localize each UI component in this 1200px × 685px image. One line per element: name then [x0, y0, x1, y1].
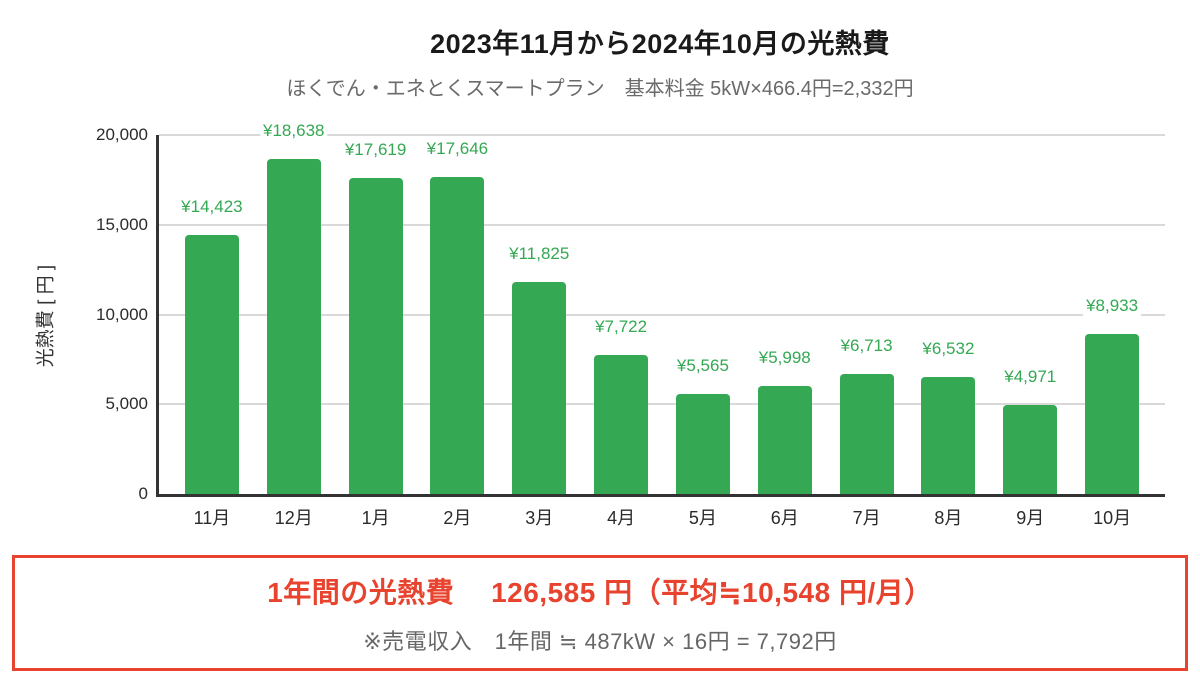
y-tick-label: 0 [138, 484, 148, 503]
x-tick-label: 9月 [1016, 508, 1045, 528]
x-tick-label: 12月 [274, 508, 313, 528]
bar [757, 386, 812, 494]
plot-area: ¥14,423 ¥18,638 ¥17,619 ¥17,646 ¥11,825 ¥7,72… [156, 120, 1165, 497]
y-tick-label: 5,000 [105, 394, 148, 414]
gridline [159, 403, 1165, 406]
bar-value-label: ¥18,638 [260, 120, 328, 142]
bar-value-label: ¥17,646 [423, 138, 492, 160]
bar-value-label: ¥14,423 [178, 196, 246, 218]
bar [512, 281, 567, 494]
x-tick-label: 6月 [770, 508, 799, 528]
x-tick-label: 10月 [1093, 508, 1132, 528]
gridline [159, 313, 1165, 316]
resale-income-note: ※売電収入 1年間 ≒ 487kW × 16円 = 7,792円 [363, 628, 837, 654]
annual-total-text: 1年間の光熱費 126,585 円（平均≒10,548 円/月） [267, 576, 933, 608]
x-tick-label: 3月 [525, 508, 554, 528]
bar-value-label: ¥4,971 [1001, 365, 1060, 387]
y-axis-ticks: 0 5,000 10,000 15,000 20,000 [0, 125, 148, 503]
bar-value-label: ¥6,532 [919, 337, 978, 359]
bar [348, 177, 403, 494]
x-tick-label: 11月 [193, 508, 231, 528]
bar [675, 394, 730, 494]
annual-summary-box: 1年間の光熱費 126,585 円（平均≒10,548 円/月） ※売電収入 1… [12, 555, 1188, 671]
bar-value-label: ¥5,565 [673, 355, 732, 377]
bar [184, 235, 239, 494]
bar [594, 355, 649, 494]
gridline [159, 134, 1165, 136]
bar-value-label: ¥8,933 [1083, 294, 1142, 316]
bar-value-label: ¥7,722 [592, 316, 651, 338]
x-tick-label: 5月 [688, 508, 717, 528]
bar-value-label: ¥5,998 [755, 347, 814, 369]
gridline [159, 223, 1165, 226]
bar-value-label: ¥17,619 [341, 138, 410, 160]
y-tick-label: 10,000 [96, 304, 148, 324]
bar [1003, 404, 1058, 494]
bar [839, 373, 894, 494]
y-tick-label: 15,000 [96, 214, 148, 234]
x-tick-label: 4月 [607, 508, 636, 528]
bar [1085, 333, 1140, 494]
x-tick-label: 1月 [361, 508, 390, 528]
bar [266, 159, 321, 494]
chart-subtitle: ほくでん・エネとくスマートプラン 基本料金 5kW×466.4円=2,332円 [286, 78, 914, 100]
chart-title: 2023年11月から2024年10月の光熱費 [430, 29, 890, 59]
y-tick-label: 20,000 [96, 125, 148, 144]
bar-value-label: ¥11,825 [506, 242, 573, 264]
bar [430, 177, 485, 494]
bar-value-label: ¥6,713 [837, 334, 896, 356]
x-tick-label: 8月 [934, 508, 963, 528]
x-tick-label: 7月 [852, 508, 881, 528]
x-tick-label: 2月 [443, 508, 472, 528]
bar [921, 376, 976, 494]
x-axis-labels: 11月 12月 1月 2月 3月 4月 5月 6月 7月 8月 9月 10月 [159, 504, 1165, 530]
